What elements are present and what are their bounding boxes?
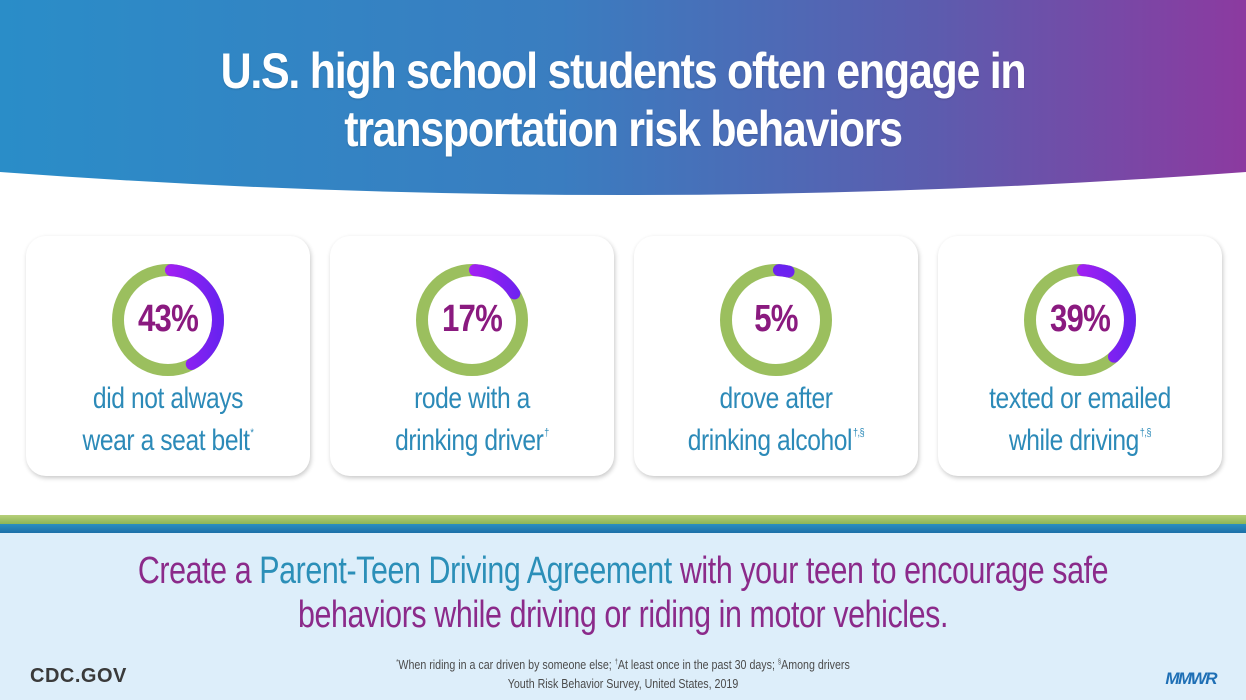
stat-value: 39% xyxy=(1050,298,1111,340)
title-line-1: U.S. high school students often engage i… xyxy=(220,43,1027,99)
cta-text-line-2: behaviors while driving or riding in mot… xyxy=(298,594,948,636)
stat-label-line-1: rode with a xyxy=(414,382,530,415)
footnote-mark-3: § xyxy=(777,659,782,666)
stat-label: did not always wear a seat belt* xyxy=(52,382,285,458)
footnote-3: Among drivers xyxy=(781,657,850,672)
title-line-2: transportation risk behaviors xyxy=(344,101,903,157)
divider-green-stripe xyxy=(0,515,1246,524)
stat-label: rode with a drinking driver† xyxy=(356,382,589,458)
divider-blue-stripe xyxy=(0,524,1246,533)
parent-teen-driving-agreement-link[interactable]: Parent-Teen Driving Agreement xyxy=(259,550,672,592)
stat-label-line-2: drinking driver xyxy=(395,424,544,457)
page-title: U.S. high school students often engage i… xyxy=(87,42,1159,158)
footnote-mark-2: † xyxy=(614,659,618,666)
stat-label-line-1: texted or emailed xyxy=(989,382,1171,415)
data-source: Youth Risk Behavior Survey, United State… xyxy=(507,676,739,691)
stat-label-line-1: drove after xyxy=(719,382,833,415)
footnote-2: At least once in the past 30 days; xyxy=(617,657,778,672)
cta-text-suffix: with your teen to encourage safe xyxy=(671,550,1109,592)
stat-value: 17% xyxy=(442,298,503,340)
footnote-1: When riding in a car driven by someone e… xyxy=(398,657,615,672)
footnote-mark-1: * xyxy=(396,659,399,666)
stat-card-seat-belt: 43% did not always wear a seat belt* xyxy=(26,236,310,476)
donut-chart: 39% xyxy=(1022,262,1138,378)
donut-chart: 17% xyxy=(414,262,530,378)
stat-card-drove-after-drinking: 5% drove after drinking alcohol†,§ xyxy=(634,236,918,476)
footnote-marker: * xyxy=(250,427,254,439)
cdc-gov-logo[interactable]: CDC.GOV xyxy=(30,665,127,687)
header-banner: U.S. high school students often engage i… xyxy=(0,0,1246,200)
donut-ring-icon xyxy=(416,264,528,376)
stat-label-line-2: wear a seat belt xyxy=(82,424,250,457)
call-to-action: Create a Parent-Teen Driving Agreement w… xyxy=(125,549,1122,637)
stat-label: drove after drinking alcohol†,§ xyxy=(660,382,893,458)
stat-label-line-2: drinking alcohol xyxy=(687,424,853,457)
stat-card-texting-while-driving: 39% texted or emailed while driving†,§ xyxy=(938,236,1222,476)
footnotes: *When riding in a car driven by someone … xyxy=(112,653,1134,693)
footnote-marker: † xyxy=(544,427,549,439)
stat-label: texted or emailed while driving†,§ xyxy=(964,382,1197,458)
header-gradient-background xyxy=(0,0,1246,195)
donut-ring-icon xyxy=(112,264,224,376)
cta-text-prefix: Create a xyxy=(137,550,260,592)
donut-chart: 5% xyxy=(718,262,834,378)
stat-label-line-2: while driving xyxy=(1008,424,1139,457)
stat-value: 43% xyxy=(138,298,199,340)
footnote-marker: †,§ xyxy=(1139,427,1152,439)
donut-ring-icon xyxy=(720,264,832,376)
stat-value: 5% xyxy=(754,298,798,340)
stat-card-drinking-driver: 17% rode with a drinking driver† xyxy=(330,236,614,476)
mmwr-logo: MMWR xyxy=(1165,669,1217,688)
footer-panel: Create a Parent-Teen Driving Agreement w… xyxy=(0,533,1246,700)
statistics-cards: 43% did not always wear a seat belt* 17%… xyxy=(26,236,1222,478)
footnote-marker: †,§ xyxy=(852,427,865,439)
stat-label-line-1: did not always xyxy=(92,382,244,415)
donut-chart: 43% xyxy=(110,262,226,378)
donut-ring-icon xyxy=(1024,264,1136,376)
